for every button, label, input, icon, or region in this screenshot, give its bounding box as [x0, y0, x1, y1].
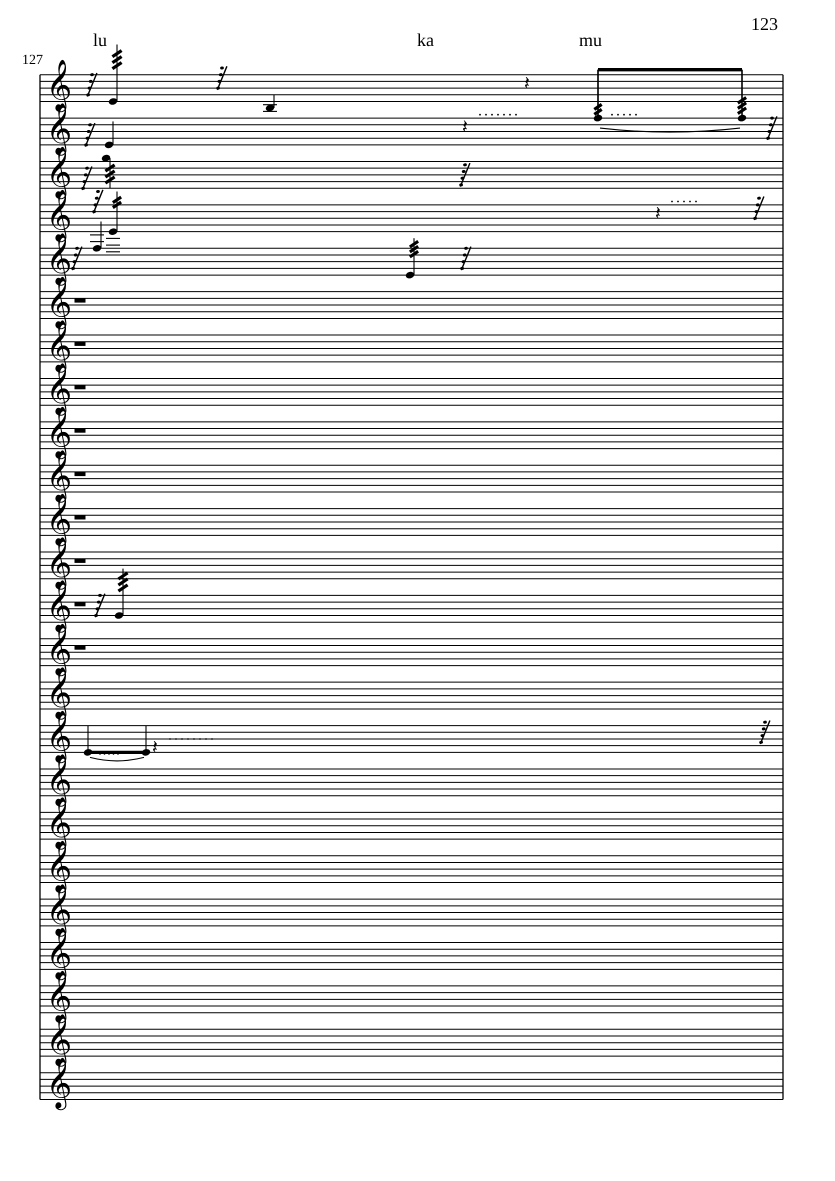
svg-text:123: 123 [751, 14, 778, 34]
svg-text:127: 127 [22, 53, 43, 68]
svg-text:mu: mu [579, 30, 602, 50]
svg-text:𝄞: 𝄞 [46, 1058, 72, 1111]
svg-text:𝄽: 𝄽 [655, 204, 661, 225]
svg-text:lu: lu [93, 30, 107, 50]
svg-text:𝄽: 𝄽 [462, 117, 468, 138]
svg-text:ka: ka [417, 30, 434, 50]
svg-text:𝄽: 𝄽 [152, 738, 158, 759]
svg-text:𝄽: 𝄽 [524, 73, 530, 94]
